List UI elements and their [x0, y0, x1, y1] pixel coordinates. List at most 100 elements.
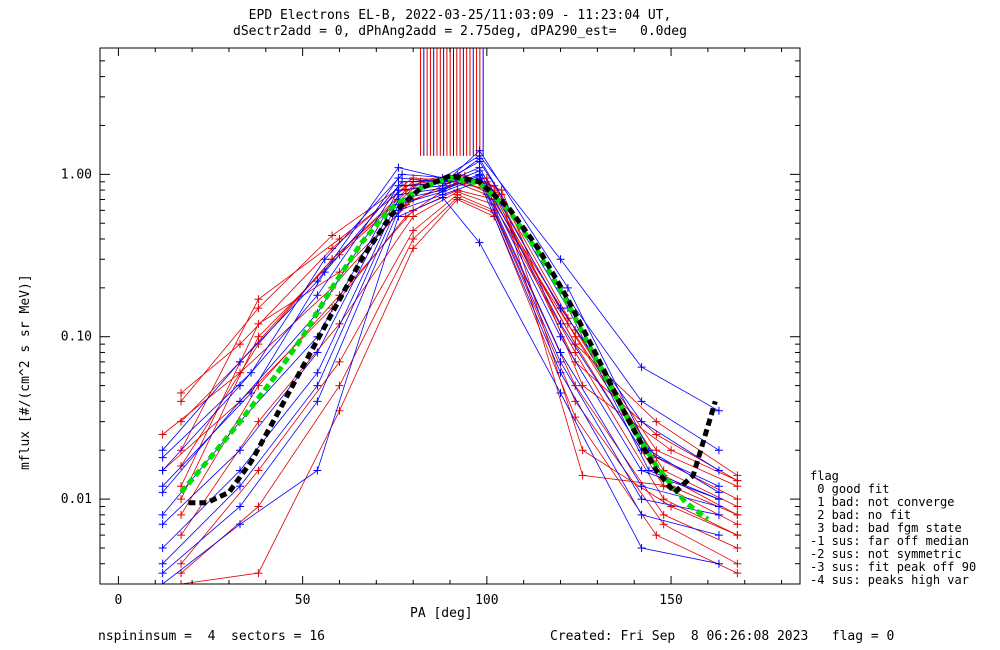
blue-series-point [236, 446, 244, 455]
blue-series-point [637, 397, 646, 406]
blue-series-point [398, 170, 407, 179]
blue-series-point [438, 193, 447, 202]
blue-series-point [398, 177, 407, 186]
blue-series-point [637, 466, 646, 475]
blue-series-point [556, 255, 565, 264]
red-series-point [652, 531, 661, 540]
x-axis-label: PA [deg] [410, 606, 473, 621]
red-series-point [409, 234, 418, 243]
chart-title: EPD Electrons EL-B, 2022-03-25/11:03:09 … [248, 8, 672, 23]
legend-item: 1 bad: not converge [810, 495, 955, 509]
red-series-point [652, 446, 661, 455]
blue-series-point [714, 406, 723, 415]
blue-series-point [556, 332, 565, 341]
red-series-point [254, 417, 263, 426]
red-series-point [453, 195, 462, 204]
red-series-point [667, 446, 676, 455]
blue-series-point [158, 580, 167, 584]
red-series-point [254, 304, 263, 313]
red-series-point [158, 430, 167, 439]
blue-series-point [637, 495, 646, 504]
red-series-point [177, 495, 186, 504]
red-series-point [733, 510, 742, 519]
blue-series-point [714, 502, 723, 511]
y-tick-label: 0.01 [61, 492, 92, 507]
legend-item: -4 sus: peaks high var [810, 573, 969, 587]
red-series-point [254, 340, 263, 349]
red-series-point [335, 234, 344, 243]
red-series-point [254, 332, 263, 341]
blue-series [162, 158, 720, 500]
red-series-point [571, 332, 580, 341]
footer-right: Created: Fri Sep 8 06:26:08 2023 flag = … [550, 629, 895, 644]
blue-series-point [313, 291, 322, 300]
blue-series-point [556, 319, 565, 328]
footer-left: nspininsum = 4 sectors = 16 [98, 629, 325, 644]
blue-series-point [556, 368, 565, 377]
blue-series-point [637, 363, 646, 372]
y-tick-label: 1.00 [61, 167, 92, 182]
red-series-point [571, 413, 580, 422]
x-tick-label: 100 [475, 593, 498, 608]
blue-series-point [475, 154, 484, 163]
red-series-point [335, 319, 344, 328]
blue-series-point [236, 357, 244, 366]
blue-series-point [563, 283, 572, 292]
red-series-point [177, 531, 186, 540]
blue-series-point [158, 446, 167, 455]
blue-series-point [158, 559, 167, 568]
red-series-point [733, 502, 742, 511]
blue-series-point [637, 482, 646, 491]
red-series-point [177, 397, 186, 406]
blue-series-point [714, 531, 723, 540]
red-series [162, 181, 738, 476]
blue-series-point [475, 146, 484, 155]
red-series [181, 199, 738, 584]
blue-series-point [714, 466, 723, 475]
red-series-point [236, 340, 244, 349]
red-series-point [254, 466, 263, 475]
x-tick-label: 0 [115, 593, 123, 608]
red-series-point [497, 186, 506, 195]
red-series-point [254, 319, 263, 328]
blue-series-point [247, 368, 256, 377]
red-series-point [733, 543, 742, 552]
blue-series-point [313, 348, 322, 357]
blue-series-point [637, 510, 646, 519]
red-series-point [335, 357, 344, 366]
red-series-point [328, 231, 337, 240]
blue-series-point [637, 417, 646, 426]
blue-series-point [714, 559, 723, 568]
legend-item: -1 sus: far off median [810, 534, 969, 548]
blue-series-point [236, 502, 244, 511]
red-series-point [177, 580, 186, 584]
blue-series-point [313, 397, 322, 406]
legend-item: 0 good fit [810, 482, 890, 496]
blue-series-point [158, 543, 167, 552]
x-tick-label: 50 [295, 593, 311, 608]
legend-item: -3 sus: fit peak off 90 [810, 560, 977, 574]
red-series [180, 173, 738, 507]
blue-series-point [637, 543, 646, 552]
red-series [180, 179, 738, 500]
red-series-point [571, 381, 580, 390]
red-series-point [733, 559, 742, 568]
blue-series-point [313, 381, 322, 390]
blue-series-point [714, 495, 723, 504]
blue-series [162, 197, 719, 584]
blue-series-point [236, 520, 244, 529]
red-series-point [659, 520, 668, 529]
blue-series-point [556, 357, 565, 366]
red-series-point [659, 510, 668, 519]
red-series-point [177, 389, 186, 398]
red-series [180, 191, 738, 536]
red-series-point [733, 569, 742, 578]
legend-item: 3 bad: bad fgm state [810, 521, 962, 535]
blue-series-point [394, 212, 403, 221]
red-series-point [177, 510, 186, 519]
blue-series-point [247, 389, 256, 398]
red-series-point [733, 476, 742, 485]
red-series-point [578, 446, 587, 455]
y-tick-label: 0.10 [61, 330, 92, 345]
